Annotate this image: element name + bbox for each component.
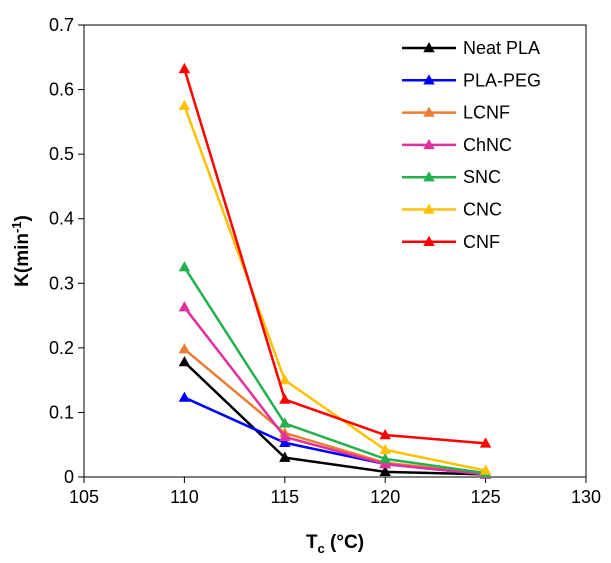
series-chnc (178, 301, 492, 479)
series-cnc (178, 99, 492, 475)
data-point-cnf (379, 429, 391, 440)
x-axis-label: Tc (°C) (306, 532, 364, 556)
data-point-neat-pla (279, 451, 291, 462)
series-line-cnf (183, 68, 486, 445)
legend-label: Neat PLA (463, 38, 540, 58)
legend-item-lcnf: LCNF (402, 103, 510, 123)
legend-marker (423, 106, 435, 117)
data-point-pla-peg (279, 436, 291, 447)
x-axis: 105 110 115 120 125 130 (69, 477, 601, 507)
legend-marker (423, 42, 435, 53)
y-tick-label: 0.6 (49, 80, 74, 100)
legend-item-neat-pla: Neat PLA (402, 38, 540, 58)
data-point-neat-pla (379, 465, 391, 477)
y-tick-label: 0.4 (49, 209, 74, 229)
legend-item-pla-peg: PLA-PEG (402, 70, 541, 90)
x-tick-label: 110 (170, 487, 199, 507)
plot-area (83, 24, 587, 478)
data-point-cnf (178, 62, 191, 74)
legend-item-snc: SNC (402, 167, 501, 187)
series-cnf (178, 62, 492, 448)
x-tick-label: 125 (471, 487, 501, 507)
y-axis-label: K(min-1) (9, 215, 33, 287)
legend-item-cnf: CNF (402, 232, 500, 252)
legend-label: CNF (463, 232, 500, 252)
legend-marker (423, 171, 435, 182)
legend-label: PLA-PEG (463, 70, 541, 90)
series-line-snc (183, 266, 486, 475)
legend-label: SNC (463, 167, 501, 187)
data-point-cnc (279, 374, 291, 385)
series-line-pla-peg (183, 396, 486, 476)
y-tick-label: 0.1 (49, 402, 74, 422)
series-line-neat-pla (183, 361, 486, 476)
x-tick-label: 120 (370, 487, 400, 507)
series-line-cnc (183, 105, 486, 472)
y-tick-label: 0 (64, 467, 74, 487)
legend-item-chnc: ChNC (402, 135, 512, 155)
legend-marker (423, 235, 435, 246)
legend-label: LCNF (463, 103, 510, 123)
data-point-pla-peg (178, 391, 191, 402)
data-point-snc (279, 417, 291, 428)
series-line-chnc (183, 306, 486, 476)
legend-label: ChNC (463, 135, 512, 155)
data-point-lcnf (178, 343, 191, 354)
data-point-cnc (479, 464, 492, 475)
legend-marker (423, 74, 435, 85)
data-point-cnc (379, 443, 391, 455)
y-axis: 0 0.1 0.2 0.3 0.4 0.5 0.6 0.7 (49, 15, 84, 487)
legend-marker (423, 138, 435, 150)
data-point-chnc (279, 430, 291, 442)
y-tick-label: 0.5 (49, 144, 74, 164)
series-lcnf (178, 343, 492, 478)
series-snc (178, 261, 492, 478)
data-point-chnc (379, 458, 391, 469)
x-tick-label: 130 (571, 487, 601, 507)
x-tick-label: 115 (270, 487, 299, 507)
legend-label: CNC (463, 200, 502, 220)
data-point-cnc (178, 99, 191, 110)
data-point-snc (178, 261, 191, 272)
legend-marker (423, 203, 435, 214)
y-tick-label: 0.7 (49, 15, 74, 35)
x-tick-label: 105 (69, 487, 99, 507)
legend-item-cnc: CNC (402, 200, 502, 220)
data-point-chnc (178, 301, 191, 312)
y-tick-label: 0.2 (49, 338, 74, 358)
data-point-snc (379, 452, 391, 464)
data-point-cnf (479, 437, 492, 448)
legend: Neat PLA PLA-PEG LCNF ChNC SNC CNC CNF (402, 38, 541, 252)
series-layer (178, 62, 492, 479)
y-tick-label: 0.3 (49, 273, 74, 293)
data-point-neat-pla (178, 356, 191, 367)
data-point-cnf (279, 393, 291, 404)
series-line-lcnf (183, 348, 486, 476)
